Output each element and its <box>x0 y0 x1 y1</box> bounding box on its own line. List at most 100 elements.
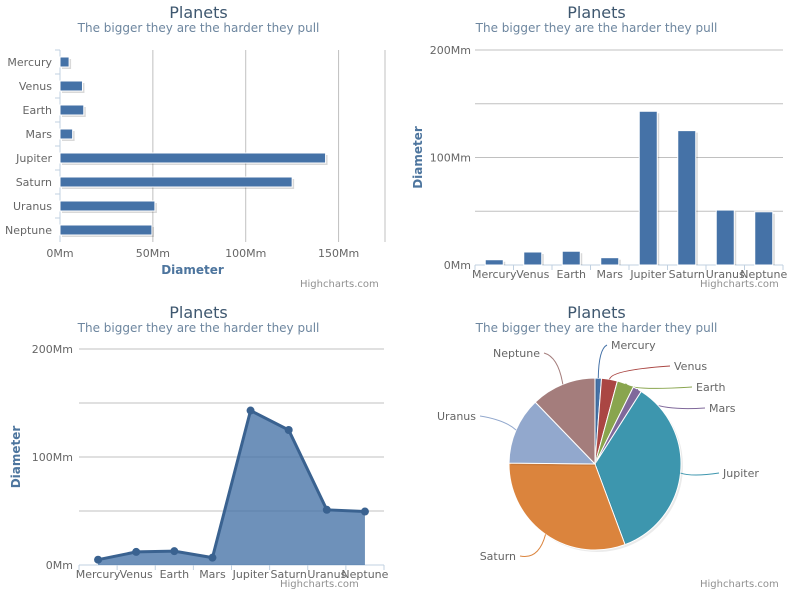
label-connector <box>680 472 720 476</box>
column-chart: 0Mm 100Mm 200Mm Mercury Venus Earth Mars Jupite… <box>411 44 787 281</box>
column <box>677 130 697 266</box>
credits-link[interactable]: Highcharts.com <box>700 279 779 290</box>
category-label: Mercury <box>7 56 52 69</box>
data-point <box>208 553 217 562</box>
slice-label: Mars <box>709 402 736 415</box>
category-label: Venus <box>120 568 153 581</box>
label-connector <box>519 534 547 558</box>
slice-label: Uranus <box>437 410 476 423</box>
bar <box>59 56 70 68</box>
slice-label: Jupiter <box>722 467 759 480</box>
column <box>561 250 581 266</box>
category-label: Saturn <box>271 568 307 581</box>
category-label: Earth <box>557 268 587 281</box>
column <box>638 110 658 266</box>
credits-link[interactable]: Highcharts.com <box>280 579 359 590</box>
credits-link[interactable]: Highcharts.com <box>700 579 779 590</box>
data-point <box>284 426 293 434</box>
column-chart-panel: Planets The bigger they are the harder t… <box>398 0 795 297</box>
category-label: Uranus <box>13 200 52 213</box>
pie-slice <box>534 377 596 466</box>
category-label: Mars <box>199 568 226 581</box>
category-label: Earth <box>23 104 53 117</box>
column <box>754 211 774 266</box>
slice-label: Neptune <box>493 347 540 360</box>
data-point <box>246 406 255 415</box>
label-connector <box>479 415 517 431</box>
bar <box>59 152 327 164</box>
area-chart: 0Mm 100Mm 200Mm Mercury Venus Earth Mars Jupite… <box>9 343 389 581</box>
category-label: Venus <box>19 80 52 93</box>
data-point <box>170 547 179 556</box>
label-connector <box>609 365 671 380</box>
slice-label: Saturn <box>480 550 516 563</box>
category-label: Neptune <box>341 568 388 581</box>
category-label: Jupiter <box>232 568 269 581</box>
pie-chart-panel: Planets The bigger they are the harder t… <box>398 300 795 597</box>
bar <box>59 176 293 188</box>
axis-title: Diameter <box>411 126 425 189</box>
label-connector <box>597 344 608 379</box>
column <box>600 257 620 266</box>
category-label: Venus <box>516 268 549 281</box>
column <box>523 251 543 266</box>
x-tick-label: 0Mm <box>46 247 73 260</box>
category-label: Jupiter <box>629 268 666 281</box>
bar <box>59 128 74 140</box>
pie-chart: Mercury Venus Earth Mars Jupiter Saturn Uranus… <box>437 339 759 563</box>
category-label: Uranus <box>706 268 745 281</box>
category-label: Saturn <box>669 268 705 281</box>
credits-link[interactable]: Highcharts.com <box>300 279 379 290</box>
chart-subtitle: The bigger they are the harder they pull <box>77 21 320 35</box>
y-tick-label: 100Mm <box>32 451 73 464</box>
chart-title: Planets <box>169 3 228 22</box>
bar-chart: 0Mm 50Mm 100Mm 150Mm Mercury Venus Earth Mars Ju… <box>5 49 386 277</box>
chart-title: Planets <box>567 3 626 22</box>
category-label: Uranus <box>307 568 346 581</box>
area-line <box>97 408 366 562</box>
bar <box>59 80 83 92</box>
bar <box>59 224 153 236</box>
x-tick-label: 50Mm <box>136 247 170 260</box>
bar-chart-panel: Planets The bigger they are the harder t… <box>0 0 397 297</box>
category-label: Saturn <box>16 176 52 189</box>
category-label: Neptune <box>5 224 52 237</box>
chart-subtitle: The bigger they are the harder they pull <box>475 21 718 35</box>
x-tick-label: 150Mm <box>318 247 359 260</box>
chart-title: Planets <box>567 303 626 322</box>
pie-slice <box>594 390 682 546</box>
area-chart-panel: Planets The bigger they are the harder t… <box>0 300 397 597</box>
y-tick-label: 0Mm <box>46 559 73 572</box>
bar <box>59 200 156 212</box>
slice-label: Mercury <box>611 339 656 352</box>
category-label: Mercury <box>76 568 121 581</box>
category-label: Mars <box>597 268 624 281</box>
data-point <box>322 505 331 514</box>
axis-title: Diameter <box>9 426 23 489</box>
y-tick-label: 0Mm <box>444 259 471 272</box>
label-connector <box>625 383 693 389</box>
slice-label: Venus <box>674 360 707 373</box>
x-tick-label: 100Mm <box>225 247 266 260</box>
category-label: Mercury <box>472 268 517 281</box>
y-tick-label: 200Mm <box>430 44 471 57</box>
data-point <box>360 507 369 516</box>
axis-title: Diameter <box>161 263 224 277</box>
y-tick-label: 100Mm <box>430 152 471 165</box>
data-point <box>94 555 103 564</box>
bar <box>59 104 85 116</box>
data-point <box>132 547 141 556</box>
category-label: Neptune <box>740 268 787 281</box>
category-label: Earth <box>160 568 190 581</box>
chart-subtitle: The bigger they are the harder they pull <box>475 321 718 335</box>
column <box>484 259 504 266</box>
label-connector <box>543 352 564 385</box>
slice-label: Earth <box>696 381 726 394</box>
column <box>715 209 735 266</box>
chart-title: Planets <box>169 303 228 322</box>
category-label: Jupiter <box>15 152 52 165</box>
chart-subtitle: The bigger they are the harder they pull <box>77 321 320 335</box>
y-tick-label: 200Mm <box>32 343 73 356</box>
category-label: Mars <box>26 128 53 141</box>
pie-slice <box>508 401 597 465</box>
